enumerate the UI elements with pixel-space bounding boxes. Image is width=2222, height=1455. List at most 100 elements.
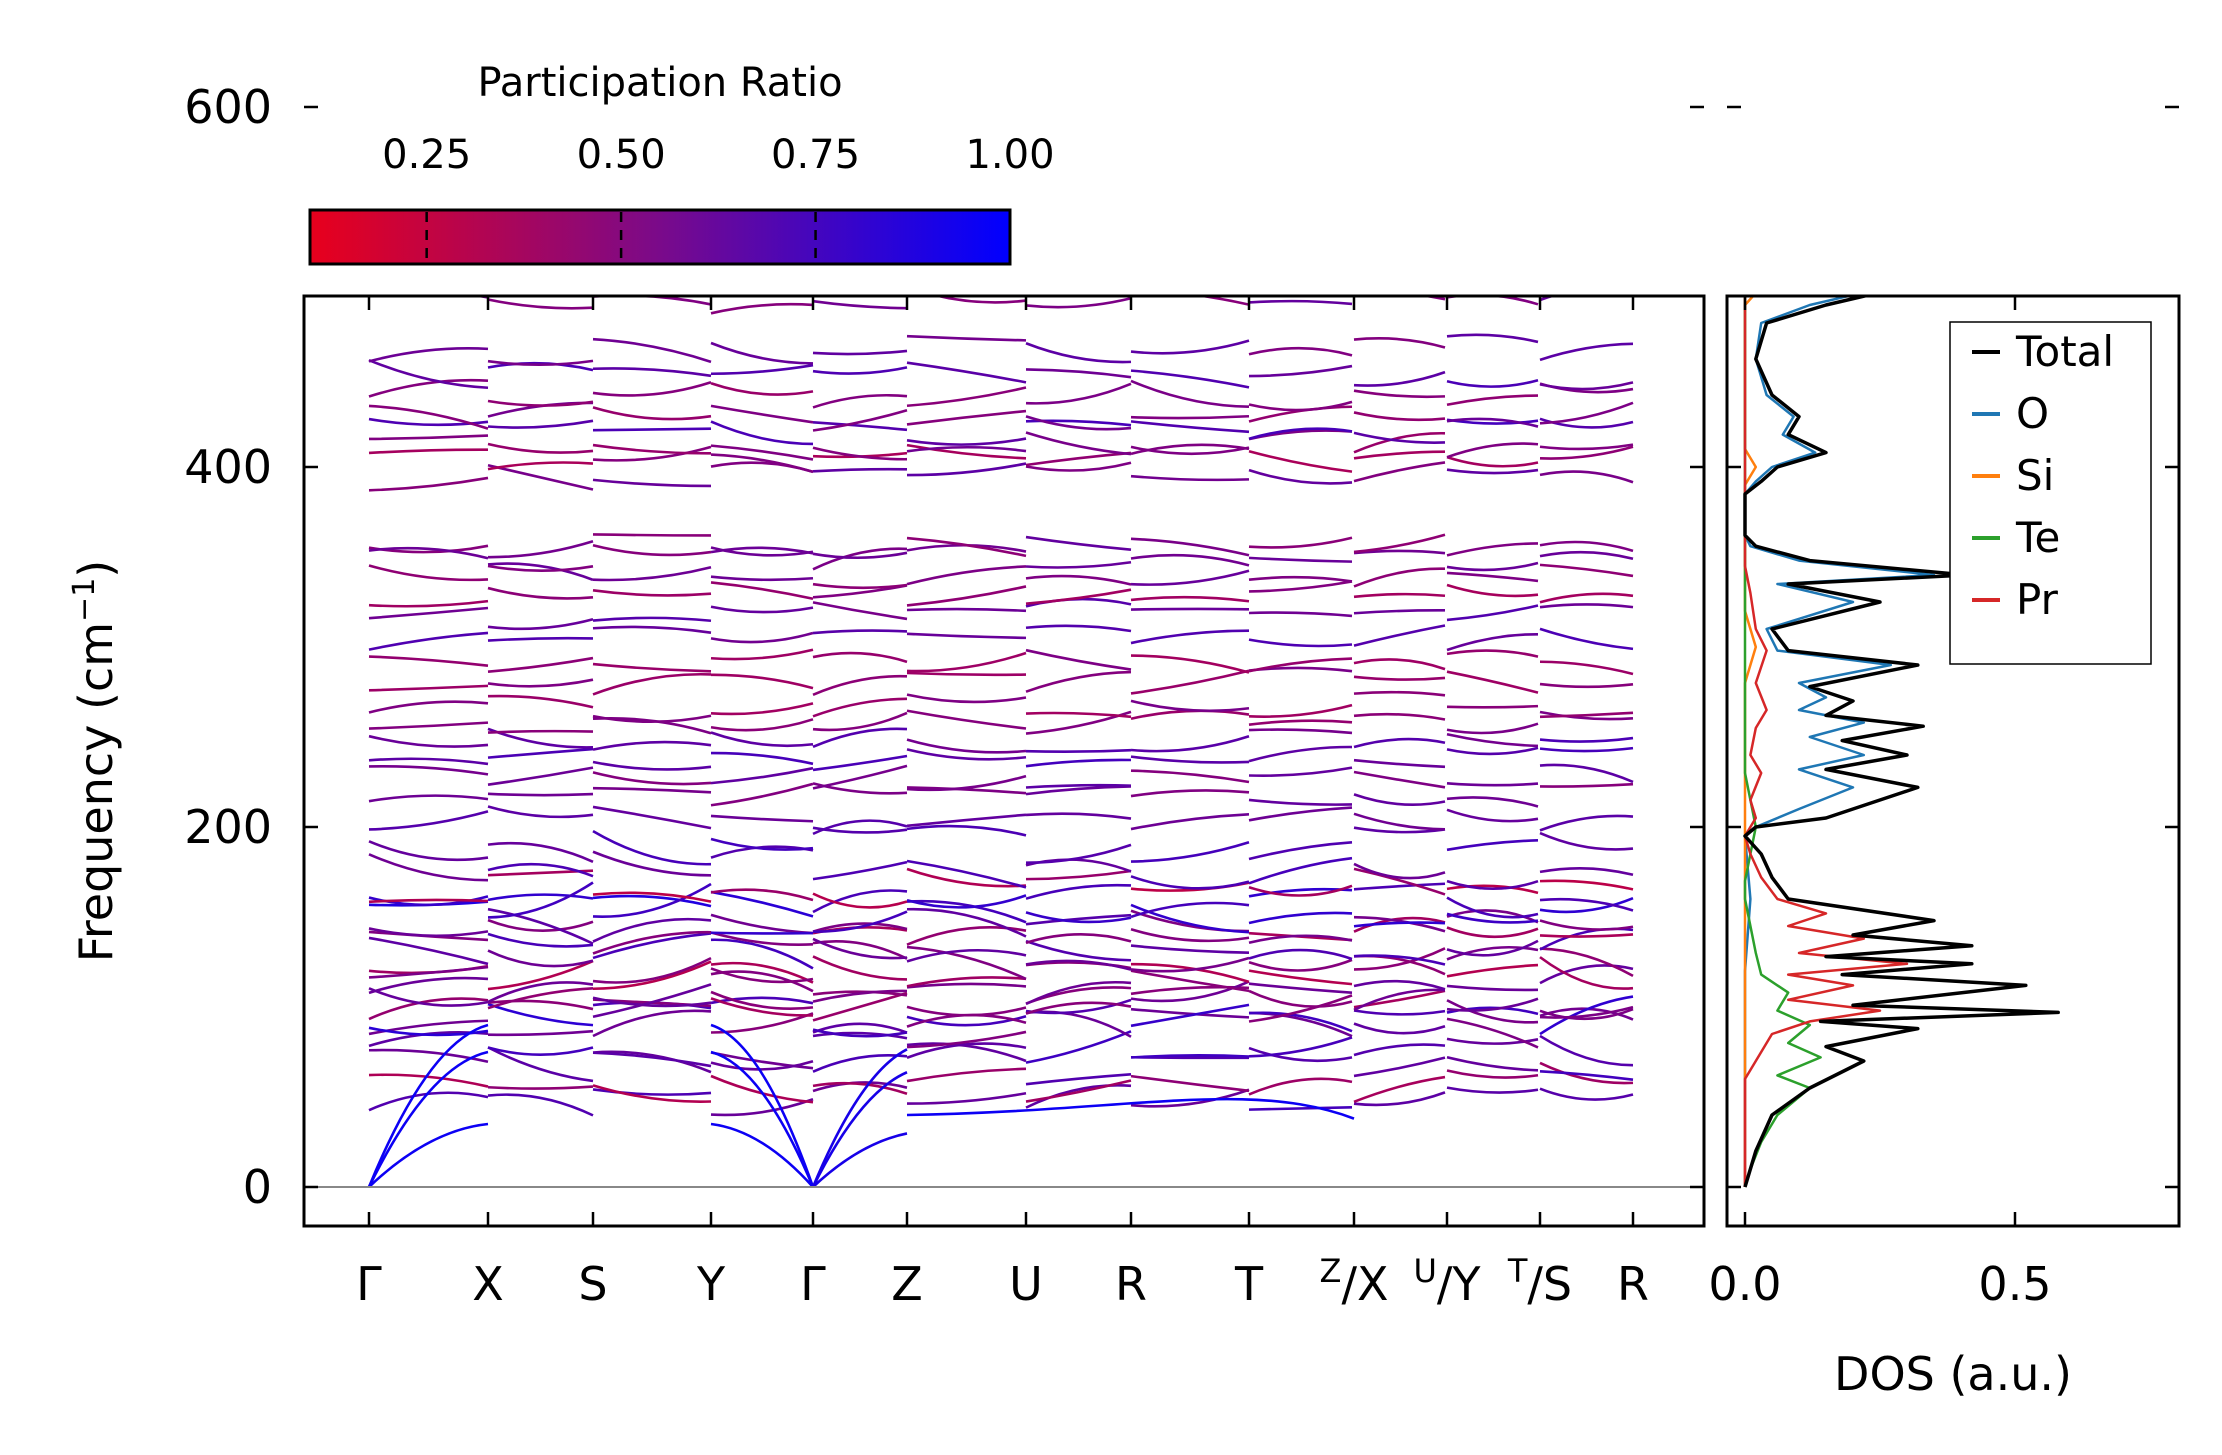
band-segment [368, 840, 489, 862]
band-segment [1130, 980, 1250, 1003]
band-segment [812, 826, 908, 834]
band-segment [1539, 956, 1634, 990]
band-segment [1248, 1046, 1353, 1063]
band-segment [1130, 909, 1250, 933]
band-segment [906, 824, 1027, 837]
band-segment [1025, 560, 1132, 569]
band-segment [1248, 638, 1353, 648]
band-segment [1446, 455, 1539, 468]
band-segment [1025, 1073, 1132, 1086]
band-segment [1539, 1034, 1634, 1067]
band-segment [812, 955, 908, 981]
legend-label: Pr [2016, 575, 2059, 624]
band-segment [1249, 223, 1352, 230]
band-segment [1353, 609, 1446, 615]
band-segment [368, 684, 489, 692]
band-segment [1353, 533, 1446, 554]
band-segment [487, 959, 594, 991]
band-segment [1353, 658, 1446, 671]
band-segment [906, 1042, 1027, 1063]
band-segment [710, 581, 814, 601]
band-segment [710, 888, 814, 902]
band-segment [710, 961, 814, 984]
band-segment [1248, 969, 1353, 986]
band-segment [710, 890, 814, 918]
band-segment [592, 662, 712, 673]
band-segment [368, 757, 489, 766]
band-segment [1353, 337, 1446, 349]
band-segment [906, 748, 1027, 761]
band-segment [812, 937, 908, 960]
band-x-ticks: Γ X S Y Γ Z U R T Z/X U/Y T/S R [356, 296, 1649, 1311]
legend-label: Total [2015, 327, 2114, 376]
band-segment [906, 738, 1027, 754]
band-segment [1194, 296, 1250, 306]
band-segment [1130, 537, 1250, 557]
band-segment [1130, 755, 1250, 764]
band-segment [1025, 1010, 1132, 1038]
band-segment [710, 782, 814, 807]
band-segment [1446, 333, 1539, 344]
band-segment [812, 446, 908, 461]
band-segment [592, 566, 712, 582]
band-segment [1248, 703, 1353, 718]
colorbar-gradient [308, 208, 1012, 266]
dos-series-si [1743, 296, 1758, 1187]
band-segment [368, 606, 489, 620]
band-segment [812, 366, 908, 375]
band-segment [812, 860, 908, 881]
band-segment [1539, 540, 1634, 553]
band-segment [711, 203, 813, 208]
band-segment [812, 1028, 908, 1038]
band-segment [1539, 947, 1634, 978]
band-segment [1539, 746, 1634, 753]
band-segment [1130, 553, 1250, 567]
band-segment [1025, 911, 1132, 924]
acoustic-branch [710, 1122, 814, 1188]
band-segment [1025, 869, 1132, 881]
band-segment [906, 585, 1027, 607]
band-segment [1353, 450, 1446, 460]
band-segment [1025, 431, 1132, 456]
band-segment [906, 437, 1027, 446]
band-lines [367, 196, 1634, 1188]
band-segment [1249, 245, 1352, 254]
band-segment [1446, 417, 1539, 428]
band-segment [1130, 654, 1250, 674]
band-segment [932, 296, 1027, 304]
band-segment [1446, 963, 1539, 978]
band-segment [710, 913, 814, 935]
band-segment [1539, 682, 1634, 689]
band-segment [812, 420, 908, 432]
band-segment [1130, 928, 1250, 943]
band-x-tick-label: Γ [800, 1257, 826, 1311]
band-segment [1353, 916, 1446, 933]
dos-x-tick-label: 0.5 [1978, 1257, 2051, 1311]
colorbar-tick-label: 0.50 [577, 132, 666, 178]
band-segment [368, 599, 489, 608]
band-segment [368, 1026, 489, 1037]
colorbar: Participation Ratio 0.25 0.50 0.75 1.00 [308, 60, 1055, 266]
band-segment [1539, 1069, 1634, 1081]
band-segment [1353, 921, 1446, 928]
band-segment [1248, 841, 1353, 861]
band-segment [1025, 342, 1132, 364]
band-segment [1026, 196, 1131, 208]
band-segment [487, 636, 594, 642]
band-segment [368, 764, 489, 776]
band-x-tick-label: T [1234, 1257, 1264, 1311]
band-segment [1130, 607, 1250, 611]
band-segment [592, 714, 712, 724]
band-segment [1025, 670, 1132, 693]
band-segment [906, 334, 1027, 342]
band-segment [592, 533, 712, 537]
band-segment [368, 378, 489, 398]
band-segment [812, 629, 908, 635]
band-segment [1446, 896, 1539, 919]
band-segment [1354, 279, 1445, 287]
band-segment [1248, 364, 1353, 378]
band-segment [592, 589, 712, 597]
band-segment [1539, 763, 1634, 784]
band-segment [710, 363, 814, 376]
band-segment [1248, 958, 1353, 972]
